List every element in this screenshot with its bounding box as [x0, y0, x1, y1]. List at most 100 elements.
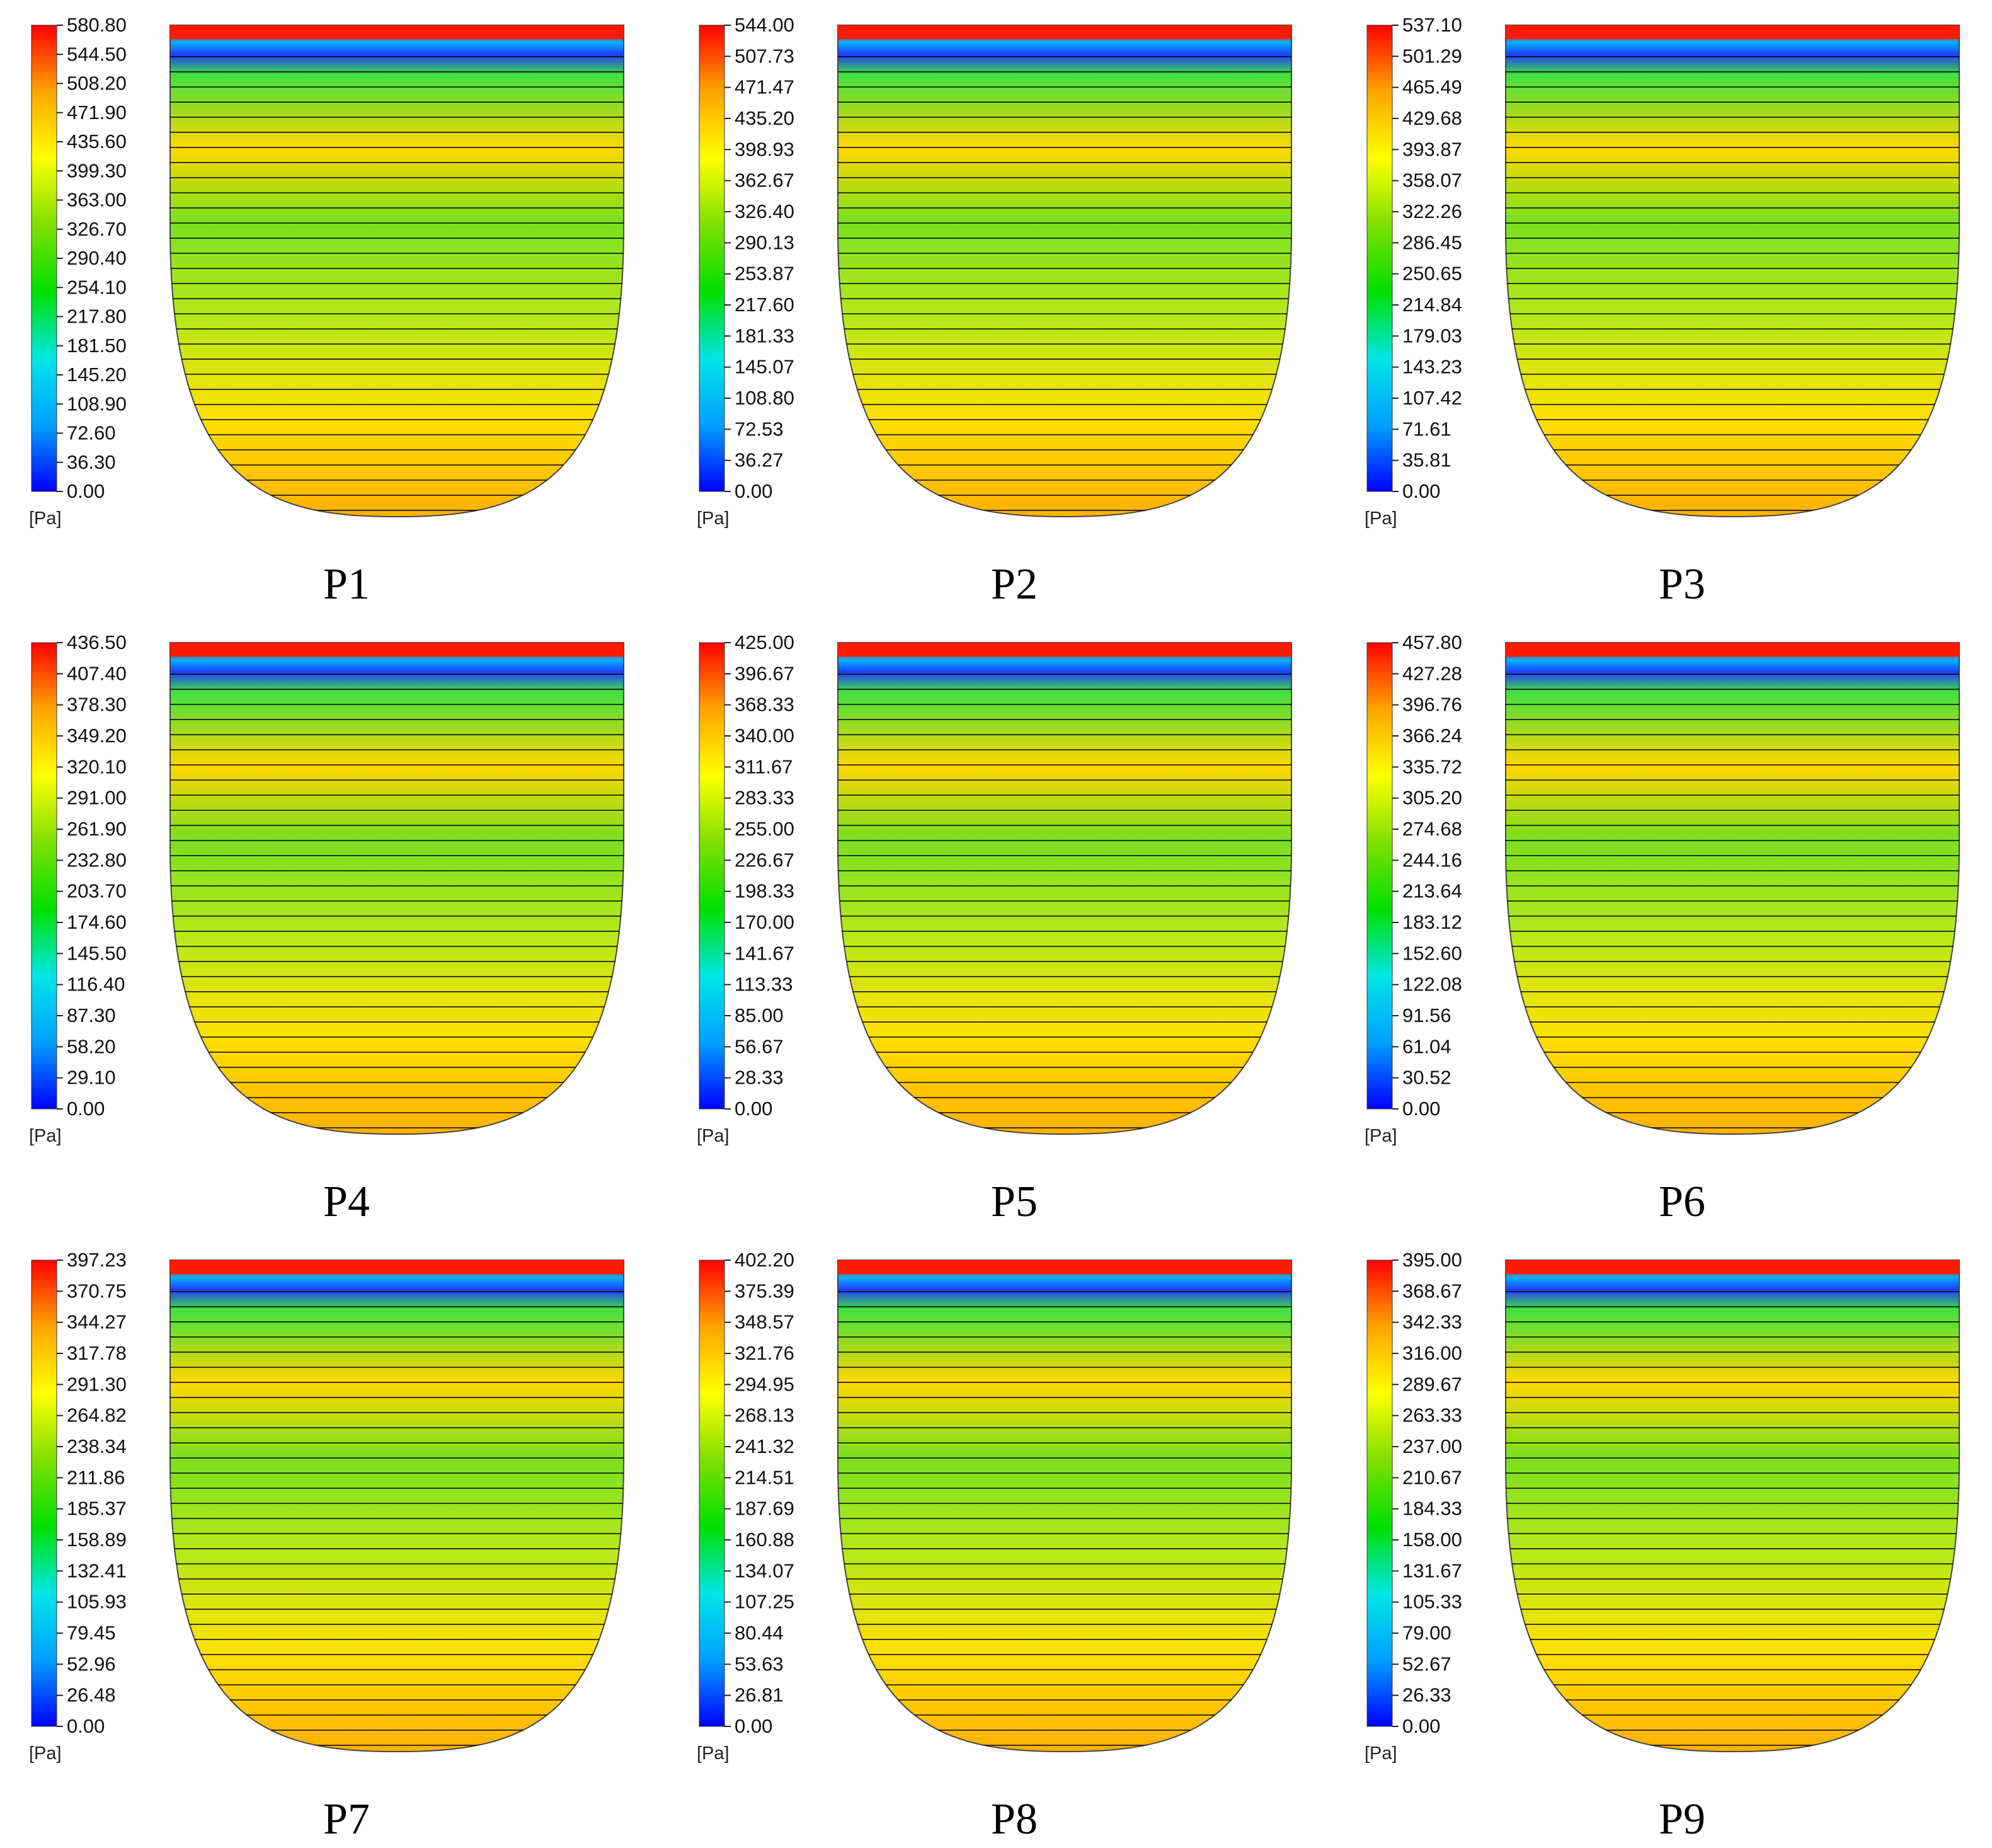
colorbar-tick-label: 375.39: [735, 1280, 794, 1302]
panel-p2: 544.00 507.73 471.47 435.20 398.93 362.67 326.…: [697, 14, 1292, 609]
colorbar-tick-label: 217.60: [735, 294, 794, 316]
colorbar: [31, 25, 57, 492]
colorbar-tick-label: 294.95: [735, 1373, 794, 1395]
top-band: [838, 643, 1291, 657]
top-band: [170, 25, 624, 39]
colorbar-tick-label: 72.53: [735, 418, 784, 440]
colorbar-tick-label: 398.93: [735, 138, 794, 160]
colorbar-tick-label: 283.33: [735, 787, 794, 809]
colorbar-tick-label: 311.67: [735, 755, 793, 778]
colorbar-tick-label: 58.20: [67, 1035, 116, 1057]
colorbar-tick-label: 0.00: [735, 1098, 772, 1120]
row-lines: [838, 1291, 1291, 1746]
colorbar-tick-label: 368.67: [1402, 1280, 1462, 1302]
contour-body: [837, 1260, 1292, 1753]
colorbar-tick-label: 537.10: [1402, 14, 1462, 36]
colorbar-tick-label: 501.29: [1402, 45, 1462, 67]
colorbar-tick-label: 395.00: [1402, 1249, 1462, 1271]
unit-label: [Pa]: [697, 1743, 730, 1764]
colorbar-tick-label: 29.10: [67, 1067, 116, 1089]
colorbar-tick-label: 349.20: [67, 725, 127, 747]
colorbar-tick-label: 0.00: [67, 1098, 105, 1120]
colorbar-tick-label: 131.67: [1402, 1559, 1462, 1581]
contour-body: [169, 25, 624, 518]
colorbar-tick-label: 185.37: [67, 1498, 127, 1520]
colorbar-tick-label: 53.63: [735, 1653, 784, 1675]
colorbar-tick-label: 335.72: [1402, 755, 1462, 778]
colorbar-tick-label: 26.48: [67, 1684, 116, 1706]
colorbar-tick-label: 79.00: [1402, 1622, 1451, 1644]
colorbar-tick-label: 91.56: [1402, 1004, 1451, 1026]
top-band: [170, 643, 624, 657]
colorbar-tick-label: 85.00: [735, 1004, 784, 1026]
colorbar-tick-label: 326.40: [735, 200, 794, 222]
colorbar-tick-label: 435.20: [735, 107, 794, 129]
colorbar: [1366, 642, 1393, 1110]
colorbar-tick-label: 402.20: [735, 1249, 794, 1271]
unit-label: [Pa]: [1365, 508, 1397, 529]
panel-p8: 402.20 375.39 348.57 321.76 294.95 268.13 241.…: [697, 1249, 1292, 1844]
colorbar-tick-label: 253.87: [735, 263, 794, 285]
colorbar-tick-label: 214.51: [735, 1466, 794, 1488]
colorbar-tick-label: 425.00: [735, 631, 794, 653]
colorbar-tick-label: 0.00: [1402, 1098, 1440, 1120]
panel-label: P4: [323, 1178, 370, 1226]
colorbar-tick-label: 35.81: [1402, 449, 1451, 471]
colorbar-tick-label: 264.82: [67, 1404, 127, 1426]
colorbar-tick-label: 508.20: [67, 72, 127, 95]
colorbar-tick-label: 36.27: [735, 449, 784, 471]
colorbar-tick-label: 181.33: [735, 324, 794, 347]
colorbar-tick-label: 134.07: [735, 1559, 794, 1581]
colorbar-tick-label: 174.60: [67, 911, 127, 933]
colorbar-tick-label: 471.47: [735, 76, 794, 98]
colorbar-tick-label: 72.60: [67, 422, 116, 444]
colorbar-tick-label: 244.16: [1402, 849, 1462, 871]
contour-body: [1505, 642, 1960, 1135]
colorbar-tick-label: 348.57: [735, 1311, 794, 1333]
top-band: [838, 25, 1291, 39]
panel-p1: 580.80 544.50 508.20 471.90 435.60 399.30 363.…: [29, 14, 624, 609]
top-band: [170, 1260, 624, 1274]
colorbar-tick-label: 471.90: [67, 101, 127, 123]
colorbar-tick-label: 0.00: [735, 1715, 772, 1737]
colorbar-tick-label: 326.70: [67, 218, 127, 240]
colorbar-tick-label: 255.00: [735, 818, 794, 840]
colorbar-tick-label: 158.89: [67, 1529, 127, 1551]
colorbar-tick-label: 0.00: [67, 1715, 105, 1737]
panel-p4: 436.50 407.40 378.30 349.20 320.10 291.00 261.…: [29, 631, 624, 1226]
colorbar-tick-label: 211.86: [67, 1466, 125, 1488]
colorbar-tick-label: 152.60: [1402, 942, 1462, 964]
colorbar-tick-label: 105.93: [67, 1591, 127, 1613]
unit-label: [Pa]: [29, 1126, 62, 1146]
colorbar-tick-label: 232.80: [67, 849, 127, 871]
panel-p6: 457.80 427.28 396.76 366.24 335.72 305.20 274.…: [1365, 631, 1960, 1226]
panel-p9: 395.00 368.67 342.33 316.00 289.67 263.33 237.…: [1365, 1249, 1960, 1844]
panel-p3: 537.10 501.29 465.49 429.68 393.87 358.07 322.…: [1365, 14, 1960, 609]
colorbar-tick-label: 203.70: [67, 880, 127, 902]
colorbar-tick-label: 397.23: [67, 1249, 127, 1271]
colorbar-tick-label: 198.33: [735, 880, 794, 902]
colorbar-tick-label: 80.44: [735, 1622, 784, 1644]
colorbar-tick-label: 79.45: [67, 1622, 116, 1644]
colorbar-tick-label: 0.00: [67, 480, 105, 502]
colorbar-tick-label: 217.80: [67, 306, 127, 328]
colorbar-tick-label: 87.30: [67, 1004, 116, 1026]
panel-label: P8: [991, 1795, 1038, 1844]
colorbar-tick-label: 183.12: [1402, 911, 1462, 933]
colorbar-tick-label: 141.67: [735, 942, 794, 964]
colorbar-tick-label: 322.26: [1402, 200, 1462, 222]
colorbar-tick-label: 170.00: [735, 911, 794, 933]
colorbar: [31, 1260, 57, 1727]
colorbar-tick-label: 107.25: [735, 1591, 794, 1613]
colorbar-tick-label: 143.23: [1402, 356, 1462, 378]
colorbar-tick-label: 407.40: [67, 662, 127, 684]
top-band: [1506, 25, 1959, 39]
colorbar-tick-label: 145.50: [67, 942, 127, 964]
row-lines: [1506, 1291, 1959, 1746]
colorbar-tick-label: 544.50: [67, 43, 127, 65]
colorbar-tick-label: 0.00: [735, 480, 772, 502]
top-band: [1506, 643, 1959, 657]
colorbar-tick-label: 317.78: [67, 1342, 127, 1364]
colorbar: [699, 642, 725, 1110]
